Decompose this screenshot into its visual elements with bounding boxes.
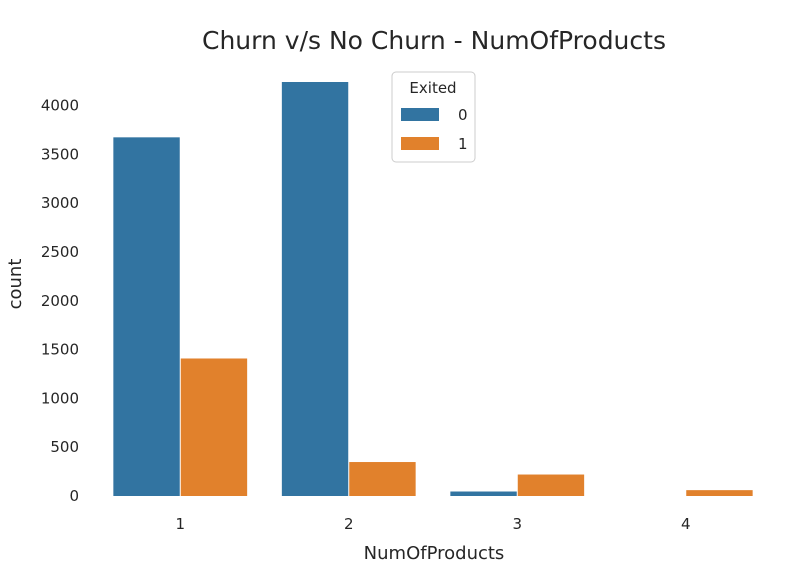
bar-exited-0-products-2 [281, 82, 349, 496]
y-tick-label: 2500 [41, 243, 79, 261]
bar-exited-0-products-1 [113, 137, 180, 496]
legend: Exited 0 1 [391, 71, 476, 163]
y-axis-label: count [5, 259, 26, 310]
bar-exited-1-products-2 [349, 462, 416, 496]
x-tick-label: 3 [512, 515, 522, 533]
bar-exited-1-products-1 [180, 358, 248, 496]
y-tick-label: 0 [69, 487, 79, 505]
y-axis-ticks: 0 500 1000 1500 2000 2500 3000 3500 4000 [41, 97, 79, 505]
y-tick-label: 4000 [41, 97, 79, 115]
x-tick-label: 2 [344, 515, 354, 533]
bar-exited-1-products-4 [686, 490, 753, 496]
x-axis-label: NumOfProducts [364, 543, 505, 564]
chart-title: Churn v/s No Churn - NumOfProducts [202, 26, 666, 55]
x-axis-ticks: 1 2 3 4 [175, 515, 690, 533]
y-tick-label: 1500 [41, 341, 79, 359]
y-tick-label: 1000 [41, 389, 79, 407]
legend-swatch-0 [401, 108, 439, 121]
bars-group [113, 82, 753, 496]
y-tick-label: 3000 [41, 194, 79, 212]
bar-exited-0-products-3 [450, 491, 517, 496]
x-tick-label: 1 [175, 515, 185, 533]
y-tick-label: 3500 [41, 145, 79, 163]
bar-exited-1-products-3 [517, 474, 585, 496]
legend-swatch-1 [401, 137, 439, 150]
legend-label-0: 0 [458, 106, 468, 124]
legend-label-1: 1 [458, 135, 468, 153]
y-tick-label: 500 [50, 438, 79, 456]
legend-title: Exited [409, 79, 456, 97]
y-tick-label: 2000 [41, 292, 79, 310]
x-tick-label: 4 [681, 515, 691, 533]
